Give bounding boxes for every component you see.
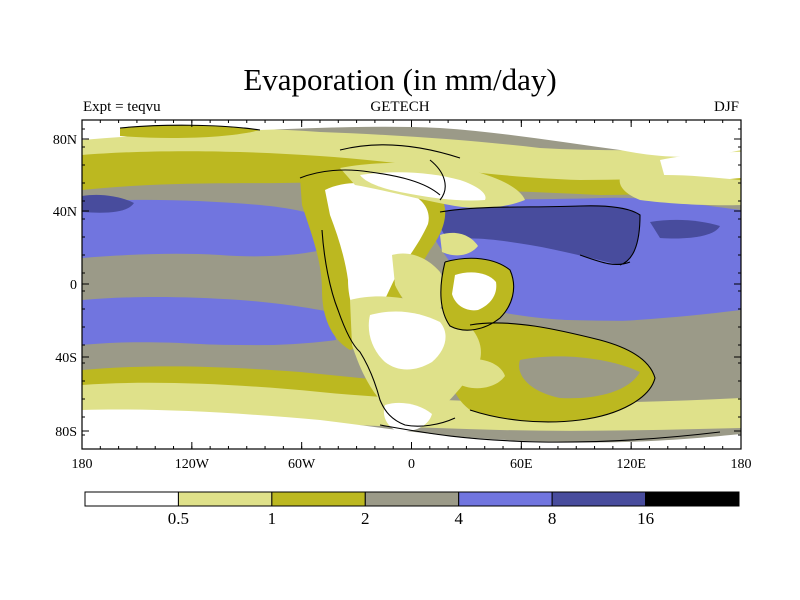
source-label: GETECH	[370, 99, 430, 115]
lon-label: 120W	[175, 457, 210, 472]
colorbar-label: 2	[361, 509, 370, 528]
dark-region-east	[650, 219, 720, 239]
colorbar-label: 4	[454, 509, 463, 528]
olive-patch-arctic	[120, 125, 260, 138]
blue-band-south-pacific	[82, 297, 336, 346]
colorbar-box	[177, 491, 273, 507]
pale-africa-coast	[440, 232, 478, 256]
colorbar-box	[364, 491, 460, 507]
map-title: Evaporation (in mm/day)	[243, 62, 557, 97]
colorbar-box	[271, 491, 366, 507]
colorbar-box	[645, 491, 740, 507]
pale-continent-edge	[392, 253, 446, 320]
lon-label: 180	[72, 457, 93, 472]
lon-label: 60E	[510, 457, 533, 472]
latitude-axis: 80N 40N 0 40S 80S	[53, 128, 741, 440]
lat-label: 40S	[55, 351, 77, 366]
experiment-label: Expt = teqvu	[83, 99, 161, 115]
white-polar-south	[82, 409, 741, 449]
season-label: DJF	[713, 99, 739, 115]
coastline-south-polar	[379, 424, 721, 443]
coastline-arctic	[119, 124, 461, 201]
pale-band-north	[82, 128, 741, 180]
gray-patch-landmass	[519, 356, 640, 399]
longitude-axis: 180 120W 60W 0 60E 120E 180	[72, 120, 752, 472]
colorbar-box	[458, 491, 553, 507]
lat-label: 80N	[53, 133, 77, 148]
lon-label: 60W	[288, 457, 316, 472]
white-north-east-patch	[660, 152, 741, 181]
lon-label: 180	[731, 457, 752, 472]
colorbar-box	[551, 491, 647, 507]
coastlines	[119, 124, 721, 443]
coastline-west-continent	[299, 169, 456, 427]
coastline-east-landmass	[469, 322, 656, 423]
coastline-center	[440, 257, 515, 331]
dark-region-tethys	[439, 205, 640, 265]
lat-label: 0	[70, 278, 77, 293]
colorbar-label: 0.5	[168, 509, 189, 528]
field-layer	[82, 120, 741, 449]
dark-patch-northwest-pacific	[82, 194, 134, 213]
colorbar: 0.5 1 2 4 8 16	[84, 491, 740, 528]
colorbar-label: 1	[268, 509, 277, 528]
blue-band-north-pacific	[82, 199, 330, 258]
lon-label: 120E	[616, 457, 646, 472]
coastline-tethys	[439, 205, 641, 266]
white-continent-interior	[325, 183, 429, 330]
lon-label: 0	[408, 457, 415, 472]
lat-label: 40N	[53, 205, 77, 220]
colorbar-label: 16	[637, 509, 654, 528]
white-south-tip	[383, 402, 432, 432]
colorbar-box	[84, 491, 179, 507]
pale-north-east	[619, 174, 741, 206]
white-north-continent	[360, 172, 486, 201]
white-south-interior	[368, 311, 446, 370]
colorbar-label: 8	[548, 509, 557, 528]
lat-label: 80S	[55, 425, 77, 440]
white-africa-interior	[452, 272, 497, 311]
